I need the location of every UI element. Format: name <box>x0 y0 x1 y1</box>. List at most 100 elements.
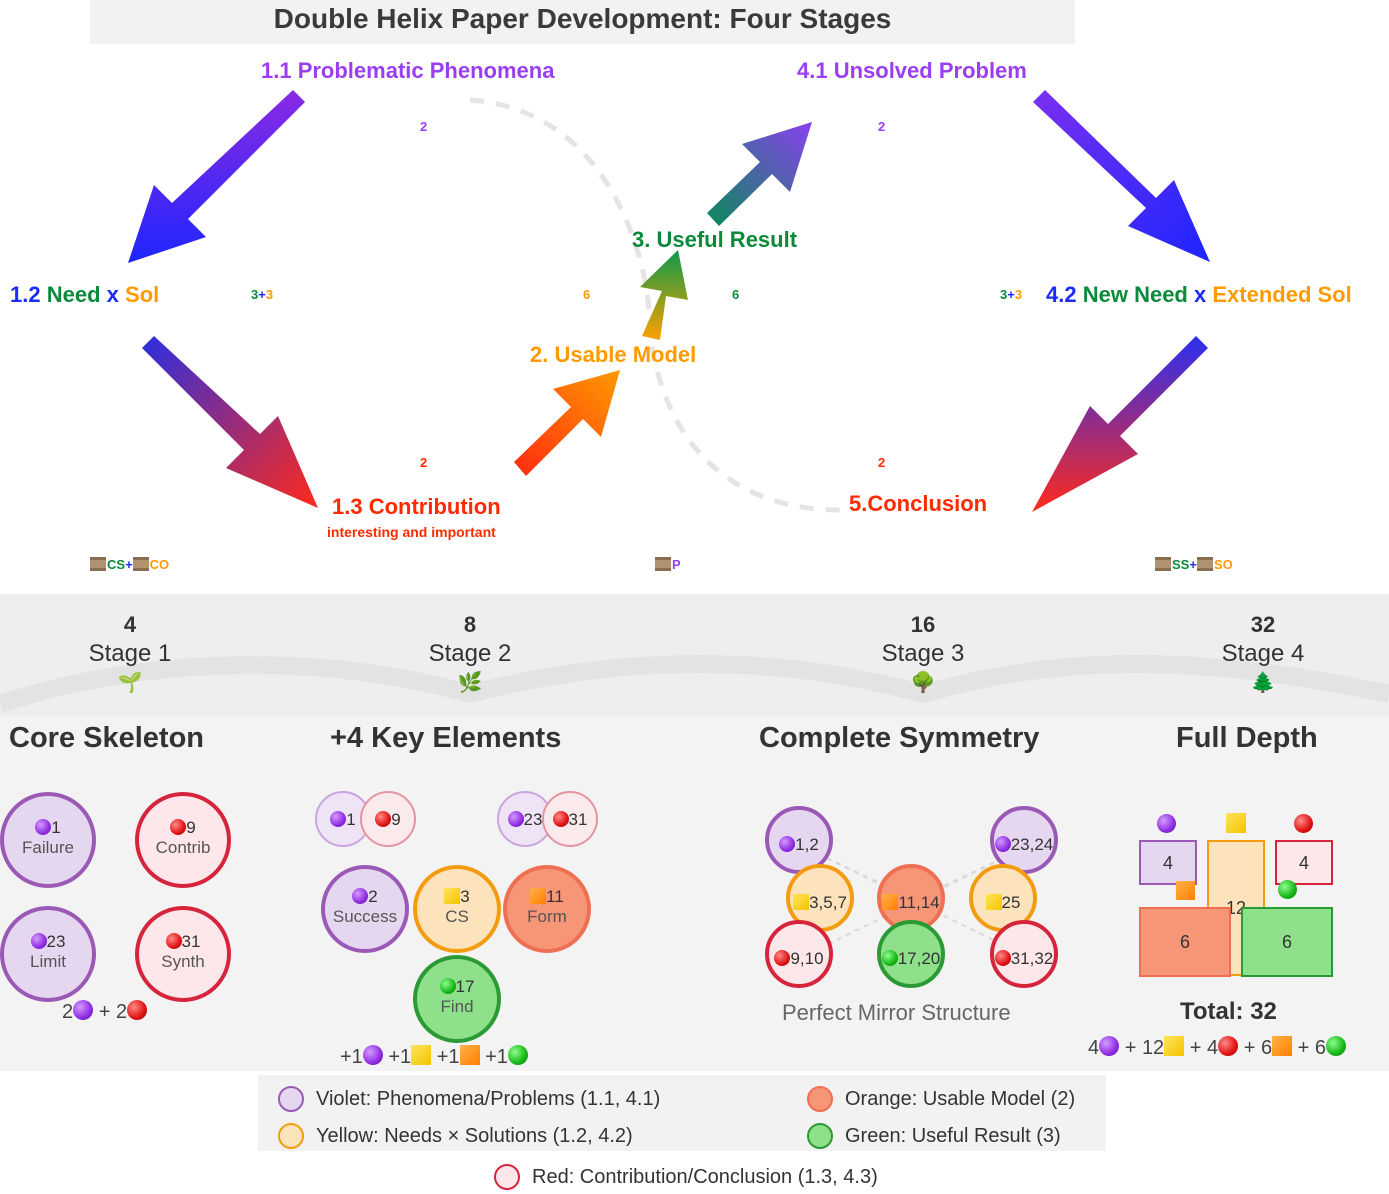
yellow-square-icon <box>444 888 461 904</box>
stage3-node-17-20: 17,20 <box>877 920 945 988</box>
node-number: 17 <box>455 977 475 996</box>
stage4-block-orange: 6 <box>1139 907 1231 977</box>
red-ball-icon <box>165 933 182 949</box>
node-number: 3 <box>460 887 470 906</box>
yellow-swatch <box>278 1123 304 1149</box>
node-label: Limit <box>30 952 66 971</box>
evergreen-tree-icon: 🌲 <box>1250 672 1276 694</box>
stage-4-name: Stage 4 <box>1221 640 1305 667</box>
node-label: Find <box>440 997 474 1016</box>
legend-violet-text: Violet: Phenomena/Problems (1.1, 4.1) <box>316 1088 661 1110</box>
node-number: 25 <box>1001 893 1021 912</box>
red-ball-icon <box>170 819 187 835</box>
stage-2-num: 8 <box>463 612 477 637</box>
stage-1-header: 4 Stage 1 🌱 <box>50 612 210 695</box>
arrow-13-to-2 <box>514 370 620 476</box>
node-1-2-num: 1.2 <box>10 282 41 307</box>
node-number: 31,32 <box>1010 949 1054 968</box>
node-2: 2. Usable Model <box>530 342 697 367</box>
sum-term: 6 <box>1314 1037 1326 1059</box>
count-1-2-a: 3 <box>251 287 259 302</box>
legend-green: Green: Useful Result (3) <box>807 1123 1061 1149</box>
stage1-node-limit: 23 Limit <box>0 906 96 1002</box>
stage3-caption: Perfect Mirror Structure <box>782 1000 1011 1025</box>
stage-2-heading: +4 Key Elements <box>330 722 562 754</box>
stage-1-name: Stage 1 <box>88 640 172 667</box>
count-4-1: 2 <box>878 119 886 134</box>
node-number: 17,20 <box>897 949 941 968</box>
sum-term: +1 <box>436 1046 460 1068</box>
scroll-icon <box>1155 557 1171 571</box>
count-4-2: 3+3 <box>1000 287 1022 302</box>
stage-3-heading: Complete Symmetry <box>759 722 1040 754</box>
stage3-node-9-10: 9,10 <box>765 920 833 988</box>
sum-b: 2 <box>115 1001 128 1023</box>
yellow-square-icon <box>1164 1036 1185 1056</box>
orange-square-icon <box>530 888 547 904</box>
node-label: Synth <box>161 952 205 971</box>
file-plus: + <box>1189 557 1197 572</box>
green-swatch <box>807 1123 833 1149</box>
node-label: Form <box>527 907 567 926</box>
node-1-2-x: x <box>106 282 119 307</box>
node-number: 23,24 <box>1010 835 1054 854</box>
sum-a: 2 <box>62 1001 74 1023</box>
node-4-2-x: x <box>1194 282 1207 307</box>
violet-ball-icon <box>994 836 1011 852</box>
arrow-41-to-42 <box>1033 90 1210 262</box>
stage-4-header: 32 Stage 4 🌲 <box>1183 612 1343 695</box>
red-ball-icon <box>552 811 569 827</box>
node-5: 5.Conclusion <box>849 491 988 516</box>
node-number: 11 <box>546 887 564 906</box>
violet-ball-icon <box>30 933 47 949</box>
node-label: Contrib <box>155 838 211 857</box>
stage1-node-failure: 1 Failure <box>0 792 96 888</box>
tree-icon: 🌳 <box>910 672 936 694</box>
count-3: 6 <box>732 287 740 302</box>
count-2: 6 <box>583 287 591 302</box>
file-ss: SS <box>1172 557 1190 572</box>
node-number: 23 <box>46 932 66 951</box>
violet-ball-icon <box>35 819 52 835</box>
scroll-icon <box>1196 557 1213 571</box>
stage-header-band <box>0 594 1389 716</box>
stage4-block-red: 4 <box>1275 840 1333 885</box>
stage-3-header: 16 Stage 3 🌳 <box>843 612 1003 695</box>
node-1-2-sol: Sol <box>125 282 160 307</box>
red-ball-icon <box>774 950 791 966</box>
file-tag-left: CS+ CO <box>90 557 169 572</box>
node-number: 2 <box>368 887 378 906</box>
legend-green-text: Green: Useful Result (3) <box>845 1125 1061 1147</box>
node-label: Failure <box>22 838 74 857</box>
violet-ball-icon <box>1099 1036 1120 1056</box>
count-4-2-a: 3 <box>1000 287 1008 302</box>
violet-ball-icon <box>362 1045 383 1065</box>
orange-square-icon <box>459 1045 480 1065</box>
violet-ball-icon <box>352 888 369 904</box>
red-swatch <box>494 1164 520 1190</box>
scroll-icon <box>655 557 671 571</box>
count-1-2-b: 3 <box>265 287 274 302</box>
node-3: 3. Useful Result <box>632 227 798 252</box>
violet-ball-icon <box>73 1000 94 1020</box>
node-1-3: 1.3 Contribution <box>332 494 501 519</box>
scroll-icon <box>132 557 149 571</box>
stage2-node-cs: 3 CS <box>413 865 501 953</box>
legend-yellow-text: Yellow: Needs × Solutions (1.2, 4.2) <box>316 1125 633 1147</box>
green-ball-icon <box>507 1045 528 1065</box>
sum-term: 4 <box>1088 1037 1100 1059</box>
legend-yellow: Yellow: Needs × Solutions (1.2, 4.2) <box>278 1123 633 1149</box>
node-number: 1 <box>346 810 356 829</box>
stage2-node-find: 17 Find <box>413 955 501 1043</box>
node-1-2-need: Need <box>46 282 101 307</box>
orange-square-icon <box>882 894 899 910</box>
yellow-square-icon <box>985 894 1002 910</box>
arrow-11-to-12 <box>128 90 305 263</box>
count-1-1: 2 <box>420 119 428 134</box>
legend-red: Red: Contribution/Conclusion (1.3, 4.3) <box>494 1164 878 1190</box>
node-1-1: 1.1 Problematic Phenomena <box>261 58 555 83</box>
red-ball-icon <box>1218 1036 1239 1056</box>
arrow-2-to-3 <box>640 250 688 340</box>
sum-term: +1 <box>340 1046 363 1068</box>
node-number: 9,10 <box>790 949 824 968</box>
